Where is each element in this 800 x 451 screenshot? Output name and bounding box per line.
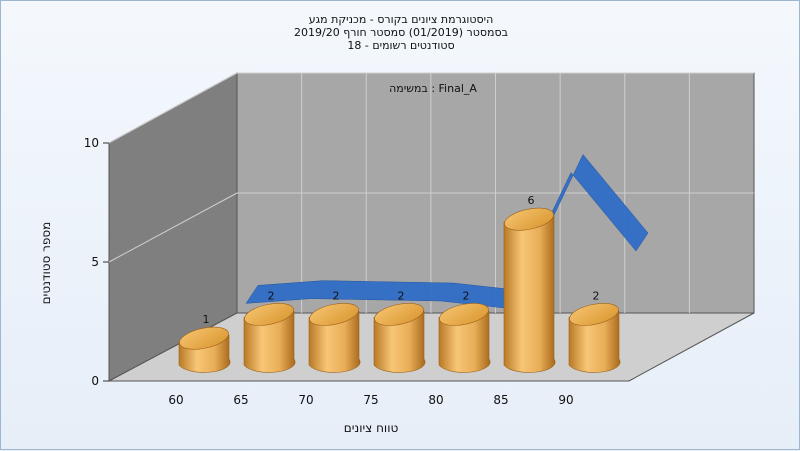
bar-value-label: 2 xyxy=(398,289,405,302)
bar xyxy=(308,303,361,373)
bar-body xyxy=(243,311,296,373)
bar-body xyxy=(308,311,361,373)
bar xyxy=(438,303,491,373)
x-tick-label: 75 xyxy=(363,393,378,407)
task-label: במשימה : Final_A xyxy=(389,82,477,95)
bar-value-label: 2 xyxy=(593,289,600,302)
x-tick-label: 80 xyxy=(428,393,443,407)
x-tick-label: 70 xyxy=(298,393,313,407)
bar xyxy=(503,207,556,373)
y-axis-label: מספר סטודנטים xyxy=(39,222,53,305)
bar-value-label: 2 xyxy=(333,289,340,302)
bar-top xyxy=(569,303,619,326)
bar-body xyxy=(568,311,621,373)
bar-top xyxy=(439,303,489,326)
bar-top xyxy=(309,303,359,326)
y-tick-label: 5 xyxy=(91,255,99,269)
x-axis-label: טווח ציונים xyxy=(344,421,399,435)
x-tick-label: 65 xyxy=(233,393,248,407)
y-tick-label: 0 xyxy=(91,374,99,388)
bar-body xyxy=(373,311,426,373)
bar xyxy=(568,303,621,373)
bar-body xyxy=(438,311,491,373)
bar-top xyxy=(504,207,554,231)
bar-body xyxy=(503,215,556,373)
bar xyxy=(243,303,296,373)
chart-title-line-2: בסמסטר (01/2019) סמסטר חורף 2019/20 xyxy=(294,26,508,39)
bar xyxy=(178,326,231,373)
x-tick-label: 85 xyxy=(493,393,508,407)
bar-value-label: 2 xyxy=(268,289,275,302)
y-gridline-side xyxy=(108,72,238,144)
y-gridline-side xyxy=(108,192,238,263)
x-tick-label: 90 xyxy=(558,393,573,407)
bar-top xyxy=(244,303,294,326)
chart-title-line-1: היסטוגרמת ציונים בקורס - מכניקת מגע xyxy=(308,13,494,26)
trend-ribbon xyxy=(245,154,649,309)
bar-value-label: 6 xyxy=(528,194,535,207)
bar xyxy=(373,303,426,373)
x-tick-label: 60 xyxy=(168,393,183,407)
bar-value-label: 2 xyxy=(463,289,470,302)
bar-top xyxy=(179,326,229,350)
y-tick-label: 10 xyxy=(84,136,99,150)
chart-title-line-3: סטודנטים רשומים - 18 xyxy=(347,39,455,52)
bar-value-label: 1 xyxy=(203,313,210,326)
bar-top xyxy=(374,303,424,326)
